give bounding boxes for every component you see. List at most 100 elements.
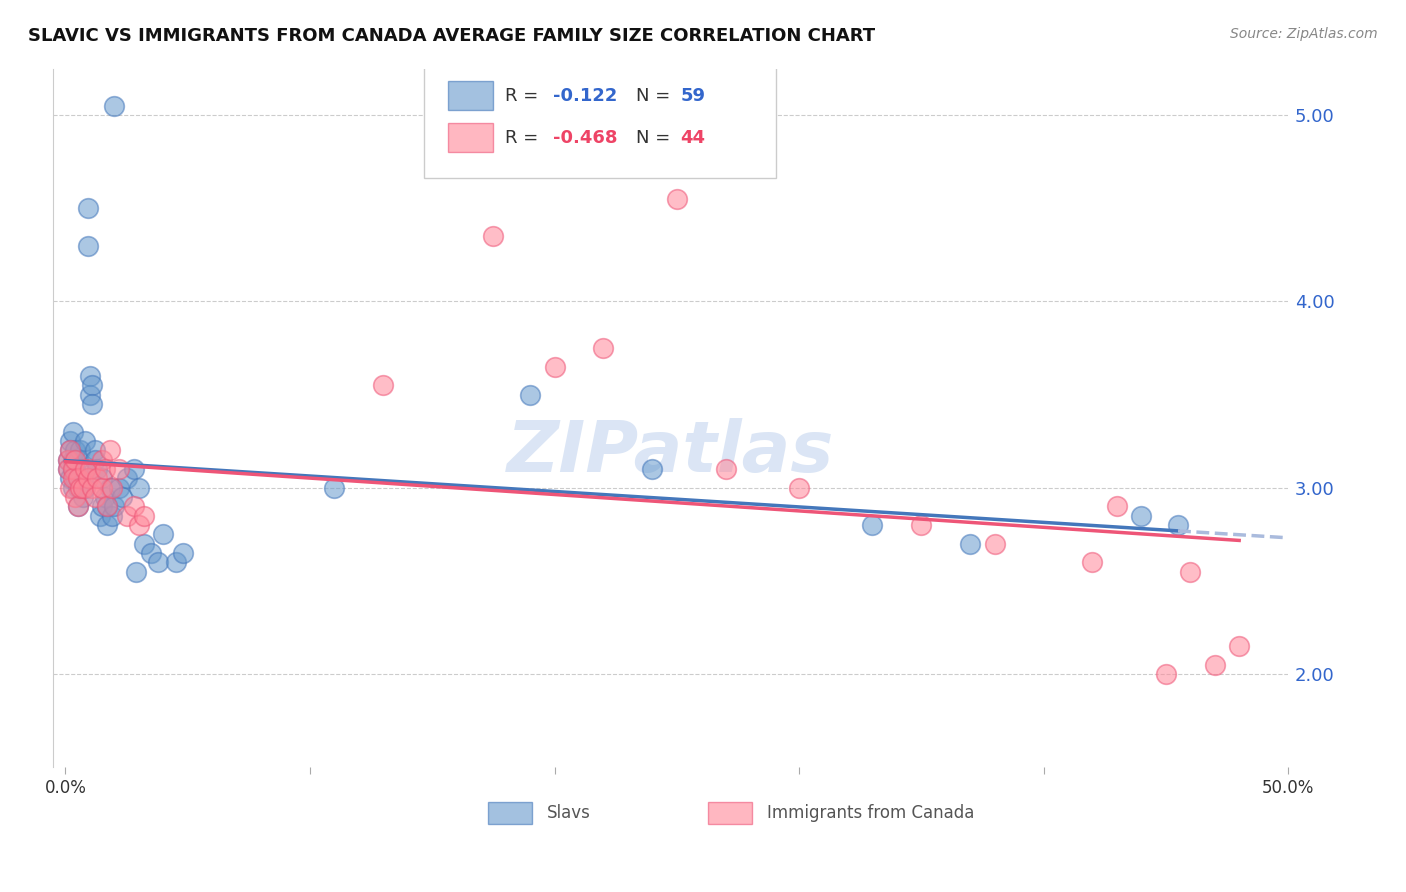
Point <box>1167 518 1189 533</box>
Text: SLAVIC VS IMMIGRANTS FROM CANADA AVERAGE FAMILY SIZE CORRELATION CHART: SLAVIC VS IMMIGRANTS FROM CANADA AVERAGE… <box>28 27 876 45</box>
Point <box>73 481 96 495</box>
Point <box>592 341 614 355</box>
Point <box>714 462 737 476</box>
Point <box>65 443 87 458</box>
Point <box>56 452 79 467</box>
Point <box>72 490 94 504</box>
Point <box>115 471 138 485</box>
Point <box>62 462 84 476</box>
Point <box>96 500 118 514</box>
Point <box>96 518 118 533</box>
Text: Source: ZipAtlas.com: Source: ZipAtlas.com <box>1230 27 1378 41</box>
Point <box>122 462 145 476</box>
Point <box>128 518 150 533</box>
Point <box>165 555 187 569</box>
Point <box>76 201 98 215</box>
Point <box>172 546 194 560</box>
Point <box>83 490 105 504</box>
Point <box>101 481 124 495</box>
Point <box>59 443 82 458</box>
Point <box>59 443 82 458</box>
Point <box>79 462 101 476</box>
Point <box>139 546 162 560</box>
Point <box>665 192 688 206</box>
Point <box>519 387 541 401</box>
Text: R =: R = <box>505 87 544 104</box>
Point <box>62 471 84 485</box>
Point <box>108 481 131 495</box>
Point <box>108 462 131 476</box>
Point <box>59 471 82 485</box>
Point <box>66 481 89 495</box>
Point <box>62 462 84 476</box>
Point <box>910 518 932 533</box>
Text: -0.122: -0.122 <box>554 87 617 104</box>
Point <box>122 500 145 514</box>
Point <box>1204 657 1226 672</box>
Point <box>86 471 108 485</box>
Point <box>65 452 87 467</box>
Point <box>1105 500 1128 514</box>
Point <box>125 565 148 579</box>
Point <box>83 443 105 458</box>
Point <box>132 536 155 550</box>
Text: -0.468: -0.468 <box>554 128 617 146</box>
Text: 59: 59 <box>681 87 706 104</box>
FancyBboxPatch shape <box>449 123 494 153</box>
Point <box>76 238 98 252</box>
Point <box>103 99 125 113</box>
Point <box>72 462 94 476</box>
FancyBboxPatch shape <box>423 65 776 178</box>
Text: Immigrants from Canada: Immigrants from Canada <box>768 805 974 822</box>
Point <box>111 490 134 504</box>
Point <box>101 508 124 523</box>
Text: N =: N = <box>636 87 676 104</box>
Point <box>98 481 121 495</box>
Point <box>543 359 565 374</box>
Point <box>98 443 121 458</box>
Point <box>62 425 84 439</box>
Point <box>73 462 96 476</box>
Point <box>103 500 125 514</box>
Point <box>115 508 138 523</box>
FancyBboxPatch shape <box>707 802 752 824</box>
Point <box>72 481 94 495</box>
Text: R =: R = <box>505 128 544 146</box>
Point <box>1081 555 1104 569</box>
Point <box>66 471 89 485</box>
Point <box>132 508 155 523</box>
Point <box>73 434 96 449</box>
Point <box>83 452 105 467</box>
Point <box>59 434 82 449</box>
Point <box>787 481 810 495</box>
Point <box>65 490 87 504</box>
Point <box>128 481 150 495</box>
Point <box>82 378 104 392</box>
Point <box>641 462 664 476</box>
Point <box>148 555 170 569</box>
Point <box>65 462 87 476</box>
Point <box>69 481 91 495</box>
Point <box>91 471 114 485</box>
Point <box>66 500 89 514</box>
Point <box>91 452 114 467</box>
Text: N =: N = <box>636 128 676 146</box>
Point <box>1154 667 1177 681</box>
Point <box>79 387 101 401</box>
Point <box>323 481 346 495</box>
Point <box>82 397 104 411</box>
Point <box>62 452 84 467</box>
Point <box>66 452 89 467</box>
Point <box>482 229 505 244</box>
Point <box>62 481 84 495</box>
Point <box>69 443 91 458</box>
Point <box>59 481 82 495</box>
Point <box>93 462 115 476</box>
Point <box>56 462 79 476</box>
Point <box>1227 639 1250 653</box>
Point <box>96 500 118 514</box>
Point <box>959 536 981 550</box>
Point <box>79 368 101 383</box>
Point <box>86 462 108 476</box>
Point <box>76 471 98 485</box>
